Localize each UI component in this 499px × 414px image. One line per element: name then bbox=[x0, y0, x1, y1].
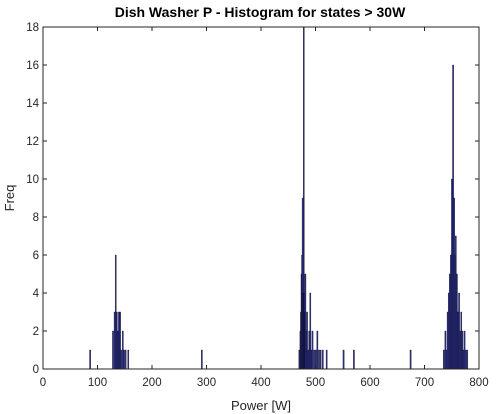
histogram-bar bbox=[120, 349, 122, 370]
x-tick-label: 700 bbox=[415, 377, 434, 389]
y-tick-label: 10 bbox=[26, 174, 39, 186]
histogram-bar bbox=[311, 330, 314, 370]
y-tick-label: 16 bbox=[26, 60, 39, 72]
x-tick-label: 0 bbox=[40, 377, 46, 389]
histogram-bar bbox=[409, 349, 412, 370]
x-tick-label: 300 bbox=[197, 377, 216, 389]
x-axis-label: Power [W] bbox=[231, 398, 291, 413]
histogram-bar bbox=[443, 349, 445, 370]
y-tick-label: 18 bbox=[26, 22, 39, 34]
y-tick-label: 0 bbox=[33, 364, 39, 376]
y-tick-label: 12 bbox=[26, 136, 39, 148]
histogram-bar bbox=[322, 349, 324, 370]
y-tick-label: 4 bbox=[33, 288, 40, 300]
histogram-bar bbox=[353, 349, 355, 370]
histogram-bar bbox=[342, 349, 345, 370]
x-tick-label: 500 bbox=[306, 377, 325, 389]
histogram-bar bbox=[89, 349, 91, 370]
y-axis-ticks: 0 2 4 6 8 10 12 14 16 18 bbox=[26, 22, 479, 376]
histogram-bar bbox=[466, 349, 469, 370]
y-tick-label: 14 bbox=[26, 98, 39, 110]
histogram-bar bbox=[464, 349, 467, 370]
x-axis-ticks: 0 100 200 300 400 500 600 700 800 bbox=[40, 27, 489, 389]
x-tick-label: 100 bbox=[88, 377, 107, 389]
x-tick-label: 600 bbox=[360, 377, 379, 389]
histogram-bar bbox=[319, 349, 322, 370]
chart-title: Dish Washer P - Histogram for states > 3… bbox=[115, 4, 406, 20]
histogram-bar bbox=[112, 330, 114, 370]
histogram-bar bbox=[318, 349, 320, 370]
histogram-bar bbox=[325, 349, 328, 370]
histogram-bars bbox=[89, 26, 469, 370]
histogram-bar bbox=[123, 349, 125, 370]
y-tick-label: 2 bbox=[33, 326, 39, 338]
histogram-bar bbox=[127, 349, 130, 370]
x-tick-label: 400 bbox=[251, 377, 270, 389]
y-tick-label: 8 bbox=[33, 212, 39, 224]
x-tick-label: 200 bbox=[142, 377, 161, 389]
x-tick-label: 800 bbox=[469, 377, 488, 389]
y-tick-label: 6 bbox=[33, 250, 39, 262]
histogram-bar bbox=[124, 349, 127, 370]
histogram-bar bbox=[316, 330, 319, 370]
y-axis-label: Freq bbox=[2, 185, 17, 212]
histogram-bar bbox=[201, 349, 203, 370]
histogram-bar bbox=[313, 349, 315, 370]
